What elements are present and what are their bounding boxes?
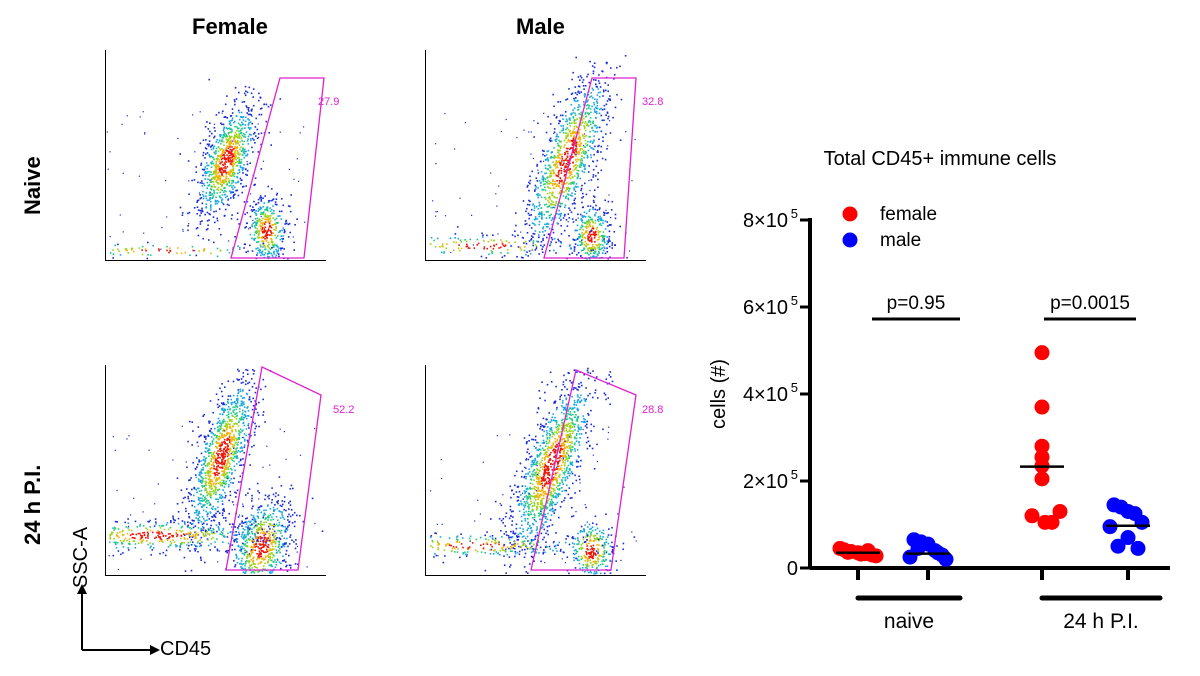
data-point-female — [1034, 471, 1050, 487]
y-tick-label: 0 — [787, 558, 798, 580]
data-point-female — [1037, 514, 1053, 530]
legend-marker-male — [842, 232, 858, 248]
y-tick-label: 8×10 — [743, 210, 788, 232]
legend-marker-female — [842, 206, 858, 222]
legend-label: female — [880, 204, 937, 225]
group-label: 24 h P.I. — [1063, 610, 1139, 633]
y-tick-exponent: 5 — [791, 380, 798, 395]
col-header-female: Female — [192, 14, 268, 39]
density-plot — [106, 77, 325, 260]
y-tick-exponent: 5 — [791, 206, 798, 221]
gate-value-24h-female: 52.2 — [333, 404, 355, 416]
data-point-female — [1034, 345, 1050, 361]
legend-label: male — [880, 230, 921, 251]
flow-panel-naive-female — [105, 50, 326, 261]
y-tick-label: 4×10 — [743, 384, 788, 406]
data-point-male — [1120, 530, 1136, 546]
y-tick-label: 2×10 — [743, 471, 788, 493]
density-plot — [108, 366, 324, 574]
data-point-female — [1034, 399, 1050, 415]
data-point-male — [1110, 538, 1126, 554]
group-label: naive — [884, 610, 934, 633]
y-tick-exponent: 5 — [791, 293, 798, 308]
gate-polygon — [530, 369, 637, 571]
data-point-female — [853, 546, 869, 562]
col-header-male: Male — [516, 14, 565, 39]
flow-panel-24h-male — [425, 365, 646, 576]
y-tick-exponent: 5 — [791, 467, 798, 482]
gate-value-24h-male: 28.8 — [642, 404, 664, 416]
chart-title: Total CD45+ immune cells — [824, 148, 1057, 170]
y-tick-label: 6×10 — [743, 297, 788, 319]
y-axis-label: cells (#) — [708, 359, 730, 429]
gate-polygon — [543, 77, 637, 259]
row-label-naive: Naive — [20, 156, 45, 215]
data-point-female — [1034, 438, 1050, 454]
data-point-female — [1052, 503, 1068, 519]
gate-value-naive-male: 32.8 — [642, 96, 664, 108]
gate-polygon — [225, 366, 322, 571]
flow-y-axis-label: SSC-A — [70, 526, 92, 588]
gate-value-naive-female: 27.9 — [318, 96, 340, 108]
row-label-24h: 24 h P.I. — [20, 464, 45, 545]
data-point-male — [910, 540, 926, 556]
pvalue-label: p=0.0015 — [1050, 293, 1130, 314]
flow-panel-24h-female — [105, 365, 326, 576]
density-plot — [429, 55, 637, 260]
data-point-male — [1134, 514, 1150, 530]
data-point-female — [1024, 508, 1040, 524]
pvalue-label: p=0.95 — [887, 293, 946, 314]
density-plot — [429, 367, 637, 575]
flow-axis-arrows — [77, 584, 160, 655]
flow-panel-naive-male — [425, 50, 646, 261]
flow-x-axis-label: CD45 — [160, 638, 212, 660]
gate-polygon — [230, 77, 325, 259]
data-point-male — [1130, 540, 1146, 556]
